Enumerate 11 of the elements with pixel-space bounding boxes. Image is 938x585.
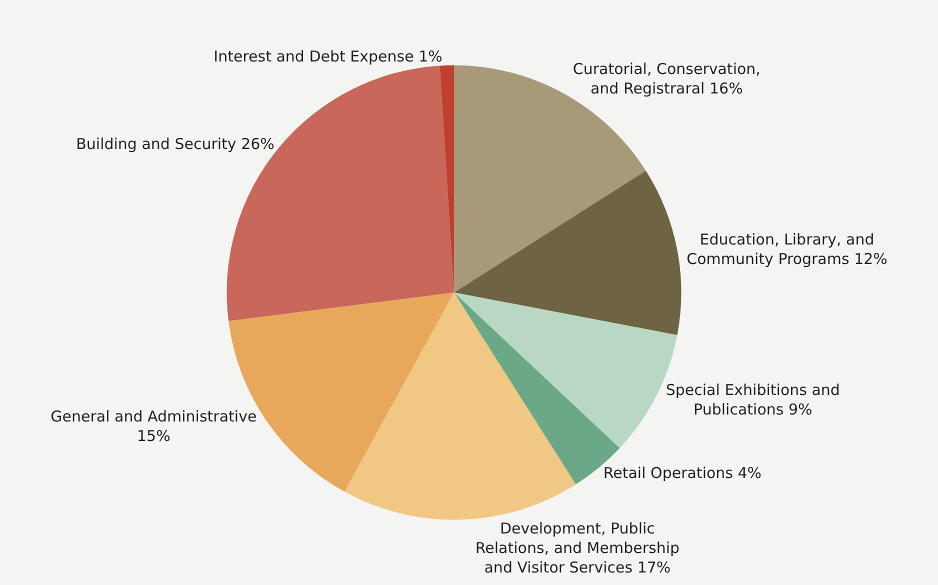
slice-label: Development, Public Relations, and Membership and Visitor Services 17% xyxy=(475,520,680,577)
slice-label: Education, Library, and Community Programs 12% xyxy=(686,230,888,268)
pie-slice xyxy=(454,170,681,336)
pie-slice xyxy=(344,292,576,520)
slice-label: General and Administrative xyxy=(50,407,257,426)
slice-label: Retail Operations 4% xyxy=(603,464,762,482)
slice-label: Special Exhibitions and Publications 9% xyxy=(666,380,840,418)
slice-label: Building and Security 26% xyxy=(76,134,274,153)
data-label: 15% xyxy=(136,426,170,445)
slice-label: Interest and Debt Expense 1% xyxy=(214,47,442,66)
slice-label: Curatorial, Conservation, and Registraral 16% xyxy=(572,60,760,98)
